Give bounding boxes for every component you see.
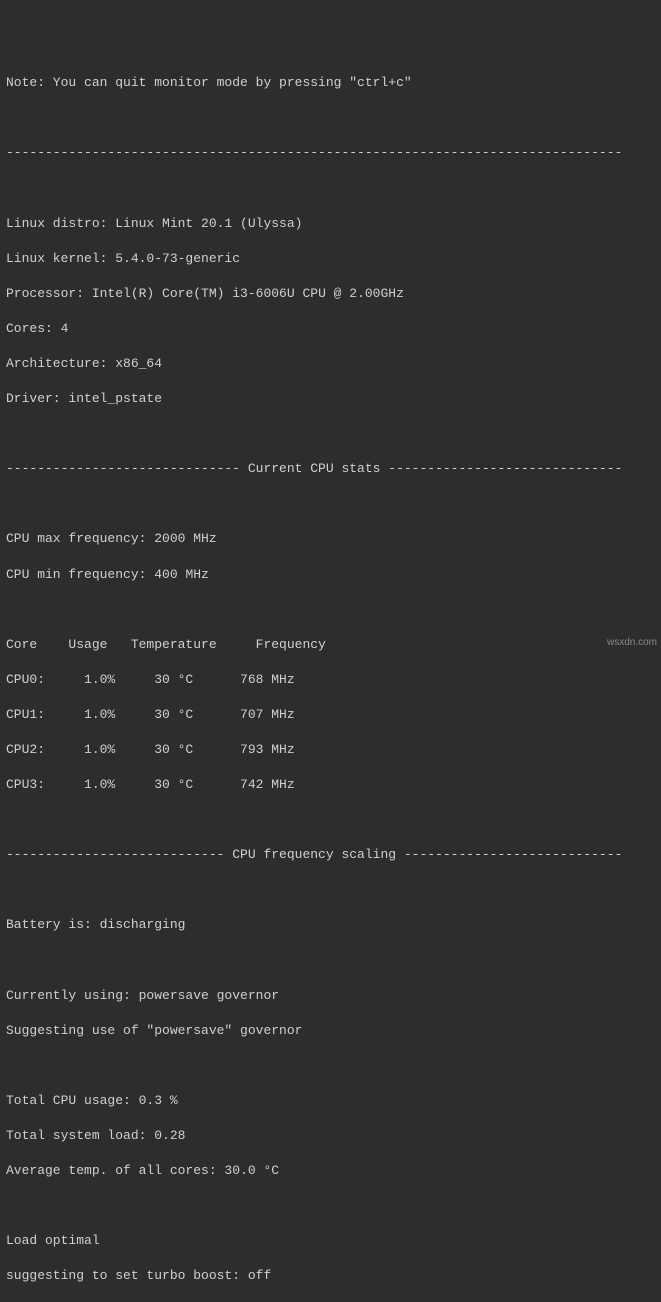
load-status: Load optimal bbox=[6, 1232, 655, 1250]
driver-value: intel_pstate bbox=[68, 391, 162, 406]
blank bbox=[6, 179, 655, 197]
kernel-line: Linux kernel: 5.4.0-73-generic bbox=[6, 250, 655, 268]
arch-value: x86_64 bbox=[115, 356, 162, 371]
processor-line: Processor: Intel(R) Core(TM) i3-6006U CP… bbox=[6, 285, 655, 303]
battery-status: Battery is: discharging bbox=[6, 916, 655, 934]
arch-label: Architecture: bbox=[6, 356, 115, 371]
max-freq-label: CPU max frequency: bbox=[6, 531, 154, 546]
arch-line: Architecture: x86_64 bbox=[6, 355, 655, 373]
blank bbox=[6, 881, 655, 899]
cores-value: 4 bbox=[61, 321, 69, 336]
driver-label: Driver: bbox=[6, 391, 68, 406]
distro-label: Linux distro: bbox=[6, 216, 115, 231]
divider: ----------------------------------------… bbox=[6, 144, 655, 162]
cpu-min-freq: CPU min frequency: 400 MHz bbox=[6, 566, 655, 584]
kernel-label: Linux kernel: bbox=[6, 251, 115, 266]
cpu-stats-header: ------------------------------ Current C… bbox=[6, 460, 655, 478]
cores-line: Cores: 4 bbox=[6, 320, 655, 338]
processor-label: Processor: bbox=[6, 286, 92, 301]
blank bbox=[6, 601, 655, 619]
kernel-value: 5.4.0-73-generic bbox=[115, 251, 240, 266]
table-row: CPU0: 1.0% 30 °C 768 MHz bbox=[6, 671, 655, 689]
blank bbox=[6, 1197, 655, 1215]
table-row: CPU3: 1.0% 30 °C 742 MHz bbox=[6, 776, 655, 794]
cpu-max-freq: CPU max frequency: 2000 MHz bbox=[6, 530, 655, 548]
blank bbox=[6, 1057, 655, 1075]
watermark-text: wsxdn.com bbox=[607, 636, 657, 650]
turbo-suggest: suggesting to set turbo boost: off bbox=[6, 1267, 655, 1285]
total-cpu-usage: Total CPU usage: 0.3 % bbox=[6, 1092, 655, 1110]
processor-value: Intel(R) Core(TM) i3-6006U CPU @ 2.00GHz bbox=[92, 286, 404, 301]
distro-line: Linux distro: Linux Mint 20.1 (Ulyssa) bbox=[6, 215, 655, 233]
driver-line: Driver: intel_pstate bbox=[6, 390, 655, 408]
note-line: Note: You can quit monitor mode by press… bbox=[6, 74, 655, 92]
blank bbox=[6, 109, 655, 127]
avg-temp: Average temp. of all cores: 30.0 °C bbox=[6, 1162, 655, 1180]
governor-current: Currently using: powersave governor bbox=[6, 987, 655, 1005]
blank bbox=[6, 811, 655, 829]
blank bbox=[6, 425, 655, 443]
table-row: CPU2: 1.0% 30 °C 793 MHz bbox=[6, 741, 655, 759]
cores-label: Cores: bbox=[6, 321, 61, 336]
distro-value: Linux Mint 20.1 (Ulyssa) bbox=[115, 216, 302, 231]
min-freq-label: CPU min frequency: bbox=[6, 567, 154, 582]
blank bbox=[6, 952, 655, 970]
min-freq-value: 400 MHz bbox=[154, 567, 209, 582]
governor-suggest: Suggesting use of "powersave" governor bbox=[6, 1022, 655, 1040]
max-freq-value: 2000 MHz bbox=[154, 531, 216, 546]
freq-scaling-header: ---------------------------- CPU frequen… bbox=[6, 846, 655, 864]
table-row: CPU1: 1.0% 30 °C 707 MHz bbox=[6, 706, 655, 724]
total-system-load: Total system load: 0.28 bbox=[6, 1127, 655, 1145]
blank bbox=[6, 495, 655, 513]
